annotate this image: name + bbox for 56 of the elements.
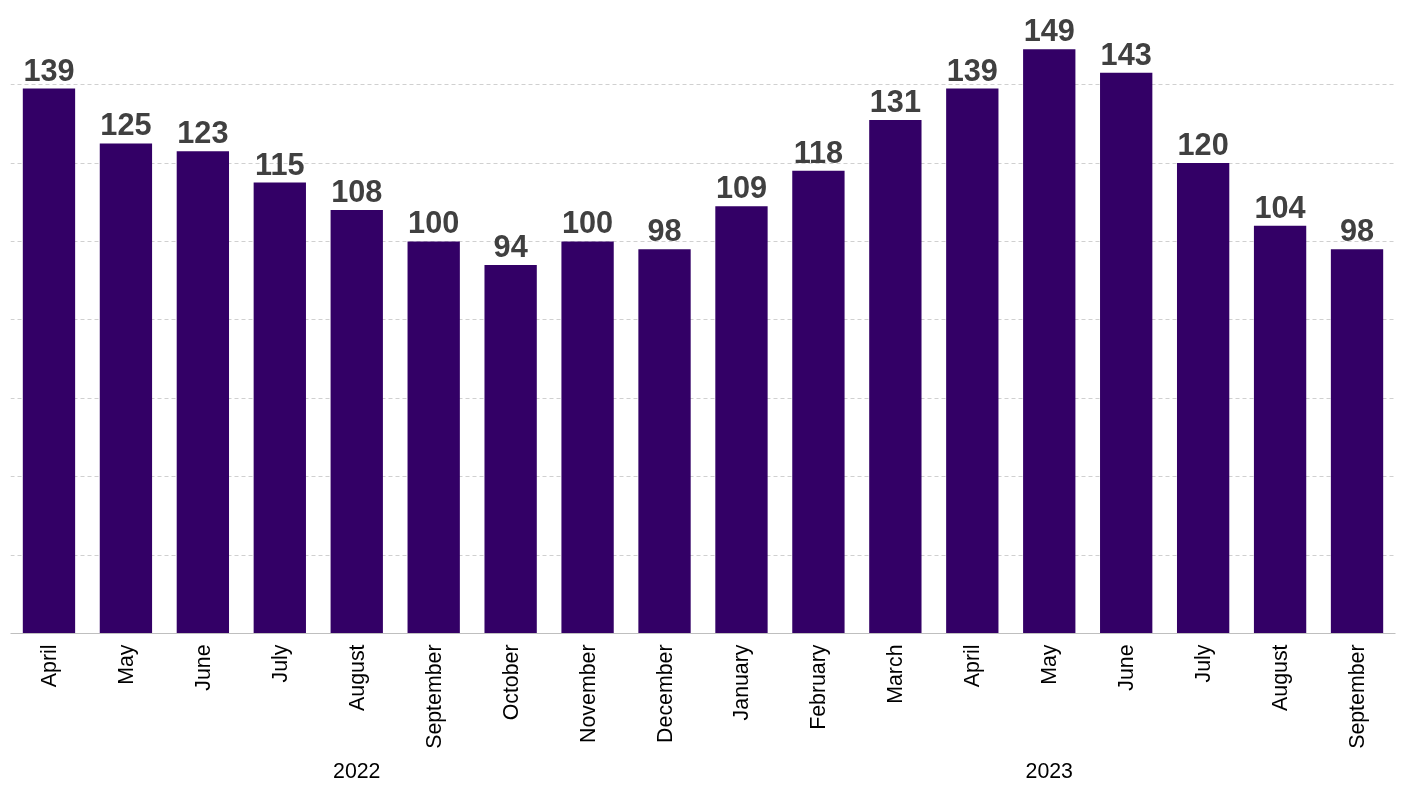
text: 2022 <box>333 758 381 783</box>
data-label: 120 <box>1177 127 1229 162</box>
data-label: 109 <box>715 170 768 205</box>
x-tick-label: April <box>36 644 61 688</box>
data-label: 143 <box>1100 36 1152 71</box>
bar <box>638 249 691 634</box>
data-label: 131 <box>869 83 921 118</box>
x-tick-label: July <box>267 644 292 683</box>
x-tick-label: April <box>960 644 985 688</box>
data-label: 104 <box>1254 189 1306 224</box>
bar <box>1176 163 1230 634</box>
bar <box>22 88 76 634</box>
data-label: 115 <box>255 146 305 181</box>
x-tick-label: February <box>806 644 831 730</box>
x-tick-label: June <box>190 644 215 691</box>
bar <box>869 119 922 634</box>
data-label: 125 <box>100 107 152 142</box>
x-tick-label: September <box>1345 644 1370 749</box>
data-label: 149 <box>1023 13 1075 48</box>
x-tick-label: September <box>421 644 446 749</box>
x-tick-label: January <box>729 644 754 721</box>
bar <box>1253 225 1307 634</box>
x-tick-label: November <box>575 644 600 743</box>
bar <box>407 241 460 634</box>
bar <box>1100 72 1153 634</box>
data-label: 100 <box>562 205 614 240</box>
bar <box>1330 249 1384 634</box>
data-label: 100 <box>408 205 460 240</box>
bar <box>176 151 230 634</box>
x-tick-label: August <box>1268 644 1293 711</box>
data-label: 139 <box>23 52 75 87</box>
text: 2023 <box>1025 758 1073 783</box>
x-tick-label: March <box>883 644 908 704</box>
bar <box>484 264 537 634</box>
bar <box>253 182 306 634</box>
bar <box>561 241 614 634</box>
bar <box>715 206 768 634</box>
x-tick-label: July <box>1191 644 1216 683</box>
data-label: 118 <box>793 134 844 169</box>
data-label: 98 <box>647 213 682 248</box>
x-tick-label: October <box>498 644 523 721</box>
bar <box>1023 49 1076 634</box>
bar <box>99 143 153 634</box>
x-tick-label: December <box>652 644 677 743</box>
x-tick-label: May <box>113 644 138 685</box>
x-tick-label: August <box>344 644 369 711</box>
data-label: 98 <box>1339 213 1375 248</box>
data-label: 139 <box>946 52 998 87</box>
bar <box>946 88 999 634</box>
data-label: 94 <box>493 228 528 263</box>
bar <box>792 170 845 634</box>
x-tick-label: May <box>1037 644 1062 685</box>
data-label: 123 <box>177 115 229 150</box>
bar <box>330 210 383 634</box>
x-tick-label: June <box>1114 644 1139 691</box>
data-label: 108 <box>331 174 383 209</box>
